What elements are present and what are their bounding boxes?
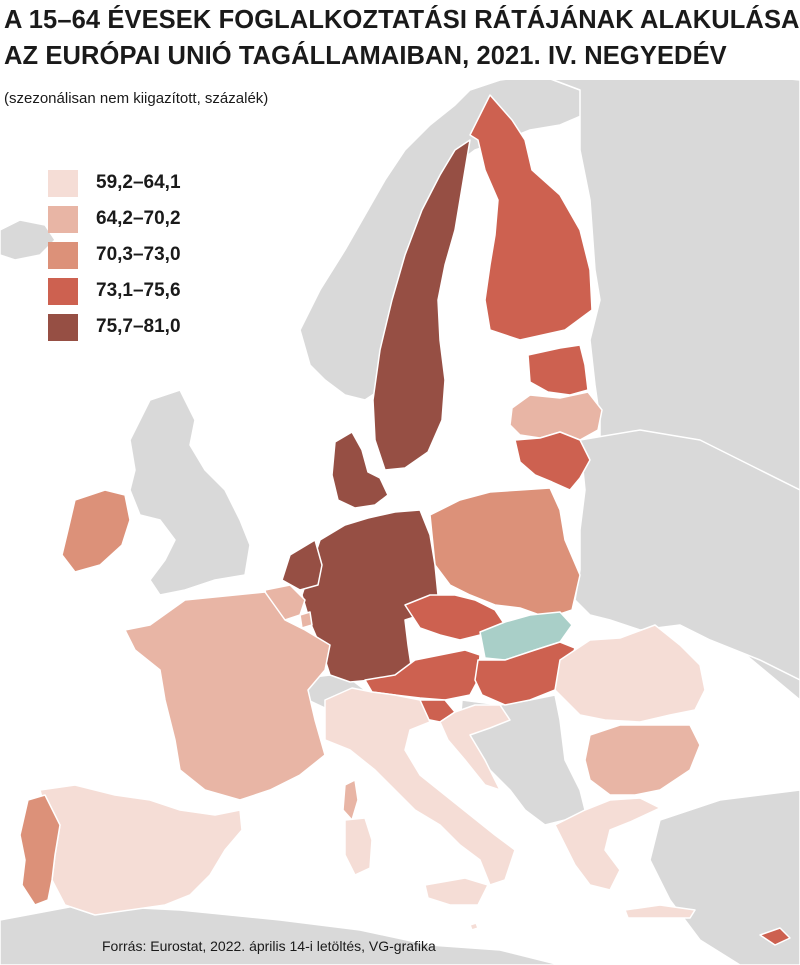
- country-france: [124, 591, 331, 801]
- legend-swatch: [48, 314, 78, 341]
- country-malta: [469, 922, 479, 931]
- country-ukraine-moldova-belarus: [574, 429, 800, 681]
- country-netherlands: [281, 539, 323, 591]
- country-estonia: [527, 344, 589, 396]
- country-portugal: [19, 794, 61, 906]
- legend-swatch: [48, 206, 78, 233]
- country-bulgaria: [584, 724, 701, 796]
- legend-label: 75,7–81,0: [96, 316, 181, 337]
- country-luxembourg: [299, 611, 313, 629]
- subtitle: (szezonálisan nem kiigazított, százalék): [4, 90, 269, 107]
- country-sweden: [372, 139, 471, 471]
- legend-swatch: [48, 170, 78, 197]
- country-finland: [469, 94, 593, 341]
- country-norway: [299, 74, 596, 401]
- country-poland: [429, 487, 581, 619]
- country-slovakia: [479, 611, 573, 661]
- country-sardinia: [344, 817, 373, 876]
- country-croatia: [439, 704, 511, 791]
- country-denmark: [331, 431, 389, 509]
- country-ireland: [61, 489, 131, 573]
- country-latvia: [509, 391, 603, 441]
- title-block: A 15–64 ÉVESEK FOGLALKOZTATÁSI RÁTÁJÁNAK…: [0, 0, 800, 80]
- legend-swatch: [48, 242, 78, 269]
- country-crete: [624, 904, 696, 919]
- country-corsica: [342, 779, 359, 821]
- legend-label: 73,1–75,6: [96, 280, 181, 301]
- title-line-1: A 15–64 ÉVESEK FOGLALKOZTATÁSI RÁTÁJÁNAK…: [4, 6, 800, 34]
- country-cyprus: [759, 927, 791, 946]
- country-uk: [129, 389, 251, 596]
- country-greece: [554, 797, 661, 891]
- legend-swatch: [48, 278, 78, 305]
- country-turkey: [649, 789, 800, 965]
- legend-label: 59,2–64,1: [96, 172, 181, 193]
- country-romania: [554, 624, 706, 723]
- country-italy: [324, 687, 516, 886]
- title-line-2: AZ EURÓPAI UNIÓ TAGÁLLAMAIBAN, 2021. IV.…: [4, 42, 727, 70]
- country-germany: [301, 509, 439, 683]
- country-lithuania: [514, 431, 591, 491]
- country-iceland: [0, 219, 56, 261]
- legend-label: 64,2–70,2: [96, 208, 181, 229]
- country-sicily: [424, 877, 489, 906]
- legend-label: 70,3–73,0: [96, 244, 181, 265]
- source-note: Forrás: Eurostat, 2022. április 14-i let…: [102, 938, 436, 954]
